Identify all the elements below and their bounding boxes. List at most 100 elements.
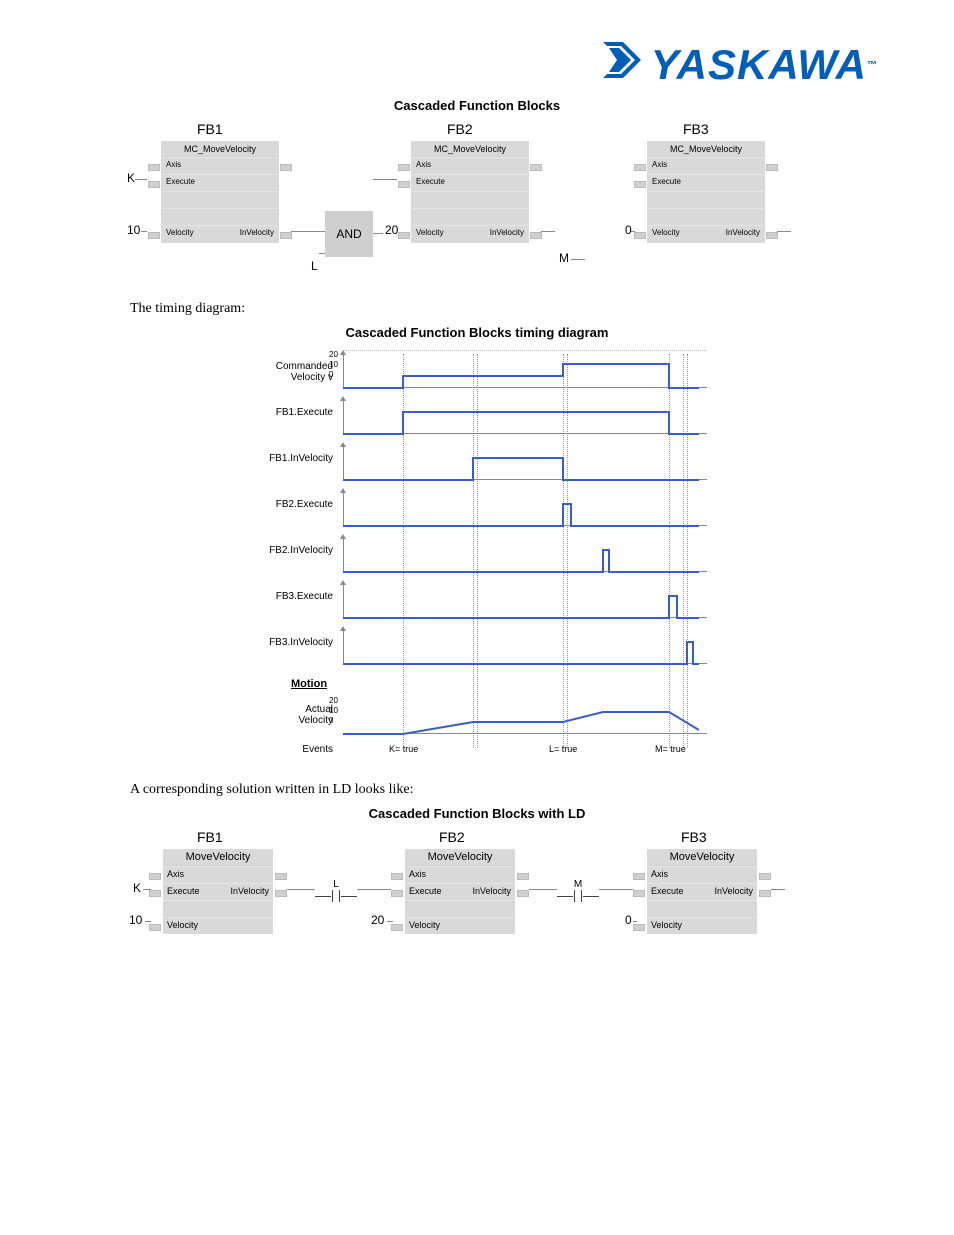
timing-track: FB2.Execute [343,486,707,532]
ytick: 10 [329,706,338,715]
ld-fb3-axis: Axis [651,869,668,879]
brand-name: YASKAWA [651,41,867,89]
ld-fb1: MoveVelocity Axis Execute InVelocity Vel… [163,849,273,934]
ld-fb1-vel-in: 10 [129,913,142,927]
ld-diagram: FB1 MoveVelocity Axis Execute InVelocity… [127,829,827,959]
fb3-header: MC_MoveVelocity [648,142,764,157]
timing-track: FB2.InVelocity [343,532,707,578]
ld-fb2-vel-in: 20 [371,913,384,927]
ld-fb1-exec: Execute [167,886,200,896]
ld-fb1-header: MoveVelocity [163,849,273,866]
fb1-invelocity: InVelocity [240,228,274,237]
wire [771,889,785,890]
and-gate: AND [325,211,373,257]
timing-track: FB3.Execute [343,578,707,624]
ld-fb2-title: FB2 [439,829,465,845]
wire [599,889,633,890]
fb1-header: MC_MoveVelocity [162,142,278,157]
ld-fb1-title: FB1 [197,829,223,845]
ytick: 20 [329,350,338,359]
event-marker: L= true [549,744,577,754]
wire [571,259,585,260]
timing-signal [343,394,699,440]
wire [143,889,151,890]
wire [777,231,791,232]
wire [141,231,147,232]
ld-fb1-vel: Velocity [167,920,198,930]
fb2-header: MC_MoveVelocity [412,142,528,157]
ld-fb3: MoveVelocity Axis Execute InVelocity Vel… [647,849,757,934]
ld-fb3-title: FB3 [681,829,707,845]
wire [135,179,147,180]
fb2-invelocity: InVelocity [490,228,524,237]
fb3-block: MC_MoveVelocity Axis Execute Velocity In… [647,141,765,243]
motion-track: ActualVelocity20100 [343,694,707,740]
wire [287,889,315,890]
fb2-axis: Axis [416,160,431,169]
timing-track: CommandedVelocity v20100 [343,348,707,394]
ld-fb2-header: MoveVelocity [405,849,515,866]
wire [291,231,325,232]
fb1-exec-input: K [127,171,135,185]
timing-signal [343,486,699,532]
ld-fb3-invel: InVelocity [714,886,753,896]
logo-mark-icon [601,40,645,90]
ld-fb3-vel-in: 0 [625,913,632,927]
ld-fb2-axis: Axis [409,869,426,879]
timing-track-label: FB2.InVelocity [247,545,333,556]
wire [633,921,637,922]
ytick: 20 [329,696,338,705]
events-label: Events [247,744,333,755]
ld-fb2: MoveVelocity Axis Execute InVelocity Vel… [405,849,515,934]
fb2-velocity: Velocity [416,228,444,237]
wire-m-label: M [559,251,569,265]
wire [319,253,325,254]
fb2-title: FB2 [447,121,473,137]
wire [541,231,555,232]
ld-fb3-header: MoveVelocity [647,849,757,866]
timing-track: FB3.InVelocity [343,624,707,670]
timing-track-label: FB3.InVelocity [247,637,333,648]
timing-signal [343,348,699,394]
event-marker: M= true [655,744,686,754]
ld-fb2-vel: Velocity [409,920,440,930]
fb3-title: FB3 [683,121,709,137]
fb3-axis: Axis [652,160,667,169]
ld-fb3-vel: Velocity [651,920,682,930]
ld-fb2-invel: InVelocity [472,886,511,896]
motion-label: ActualVelocity [247,704,333,726]
event-marker: K= true [389,744,418,754]
motion-heading: Motion [291,678,327,690]
ytick: 0 [329,370,333,379]
wire [387,921,393,922]
timing-track-label: FB2.Execute [247,499,333,510]
timing-signal [343,532,699,578]
wire [631,231,635,232]
wire [145,921,151,922]
ld-fb1-invel: InVelocity [230,886,269,896]
timing-track-label: CommandedVelocity v [247,361,333,383]
fb3-velocity: Velocity [652,228,680,237]
timing-signal [343,440,699,486]
wire [529,889,557,890]
fb1-axis: Axis [166,160,181,169]
timing-track-label: FB3.Execute [247,591,333,602]
ld-fb3-exec: Execute [651,886,684,896]
fb3-invelocity: InVelocity [726,228,760,237]
timing-track-label: FB1.InVelocity [247,453,333,464]
page: YASKAWA™ Cascaded Function Blocks FB1 MC… [0,0,954,999]
ld-contact-l: L [315,879,357,902]
ld-contact-m: M [557,879,599,902]
fb2-block: MC_MoveVelocity Axis Execute Velocity In… [411,141,529,243]
fb2-vel-input: 20 [385,223,398,237]
fb2-execute: Execute [416,177,445,186]
wire [373,179,397,180]
section1-title: Cascaded Function Blocks [0,98,954,113]
brand-tm: ™ [867,60,878,71]
ld-fb1-axis: Axis [167,869,184,879]
timing-signal [343,624,699,670]
fb-diagram: FB1 MC_MoveVelocity Axis Execute Velocit… [127,121,827,291]
ytick: 0 [329,716,333,725]
body-text-1: The timing diagram: [130,301,954,317]
fb1-title: FB1 [197,121,223,137]
